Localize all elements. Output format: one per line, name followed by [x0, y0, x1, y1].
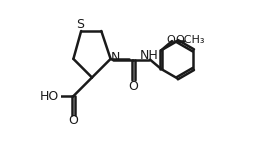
Text: O: O	[68, 114, 78, 127]
Text: N: N	[111, 51, 120, 64]
Text: OCH₃: OCH₃	[176, 35, 205, 44]
Text: HO: HO	[39, 90, 59, 103]
Text: S: S	[76, 18, 84, 31]
Text: NH: NH	[140, 49, 159, 62]
Text: O: O	[128, 80, 138, 93]
Text: O: O	[167, 35, 176, 44]
